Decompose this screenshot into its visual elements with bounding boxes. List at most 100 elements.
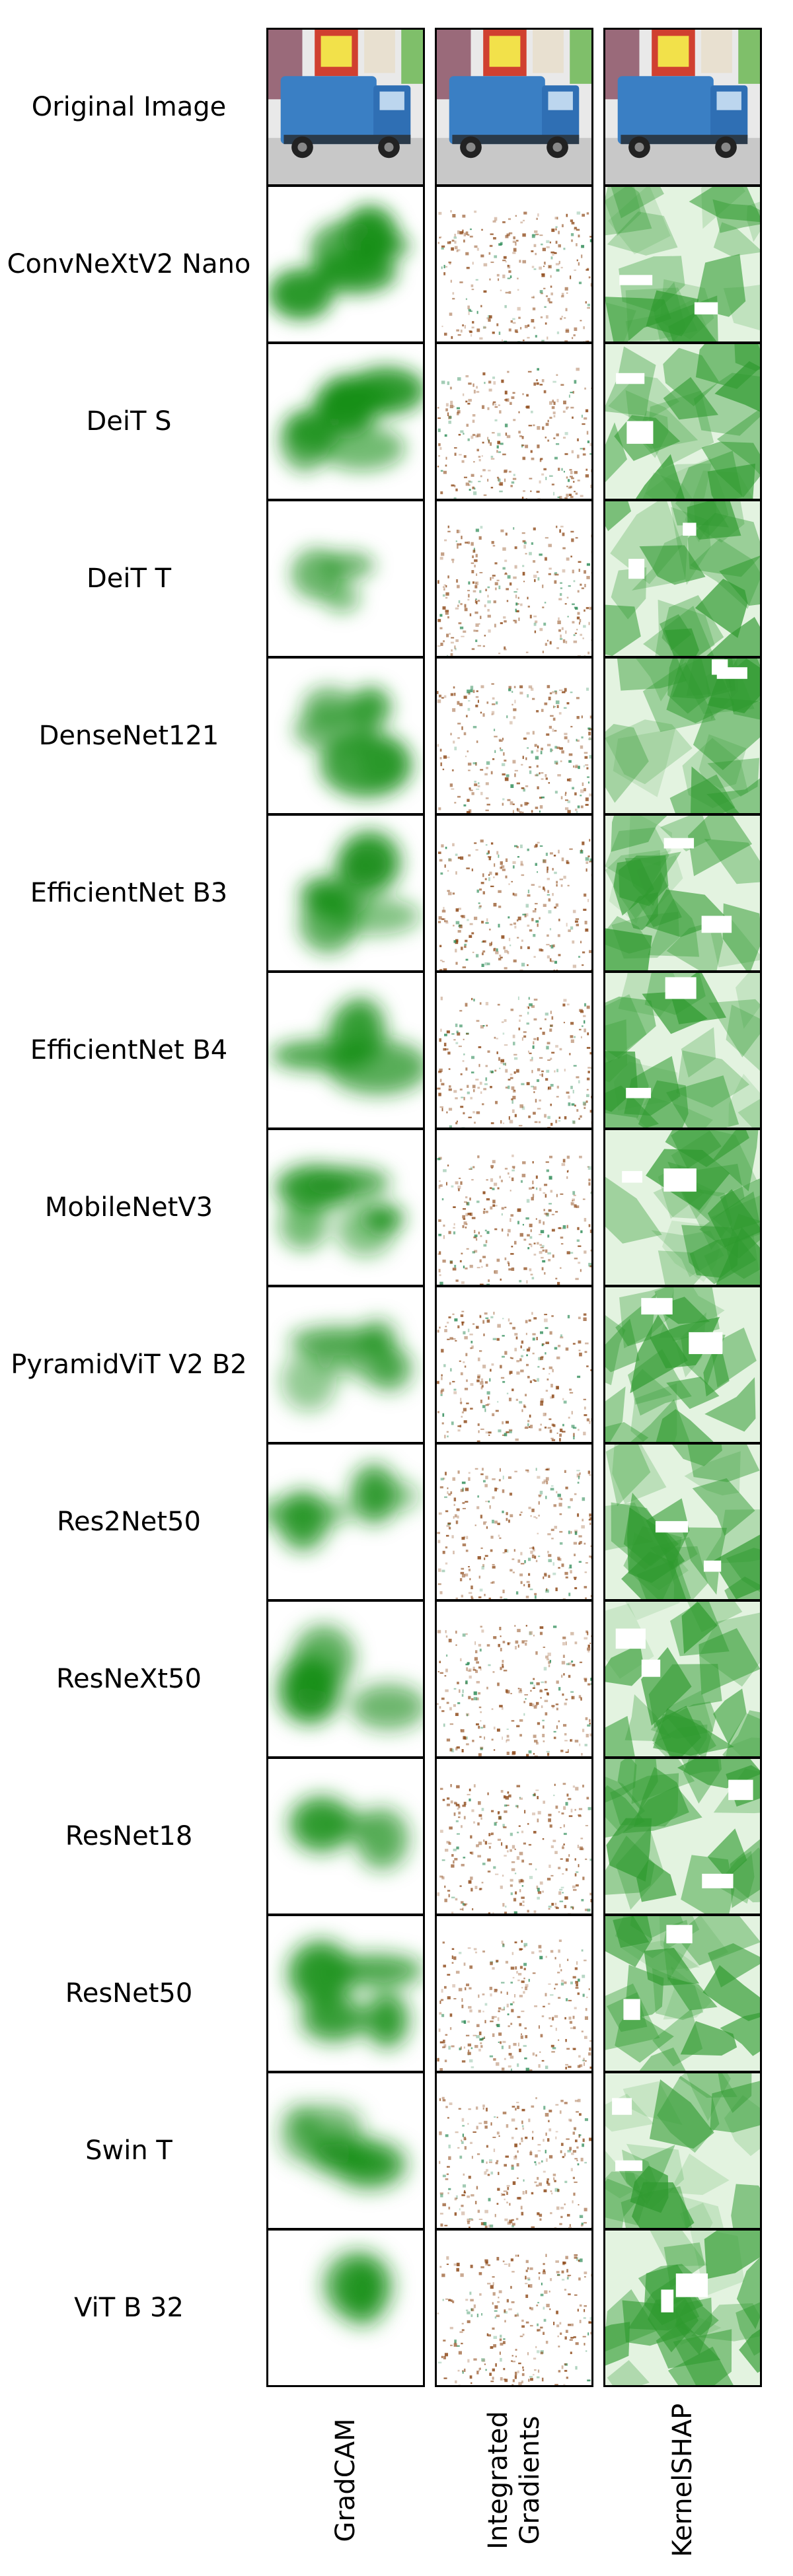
column-label: GradCAM [266,2391,425,2569]
gradcam-cell [266,2071,425,2230]
integrated-gradients-map [437,816,591,970]
garbage-truck-photo [437,30,591,184]
row-label: Res2Net50 [56,1507,201,1537]
kernelshap-map [605,973,760,1127]
gradcam-cell [266,1757,425,1915]
integrated-gradients-map [437,2073,591,2228]
gradcam-heatmap [268,2073,423,2228]
row-label: DenseNet121 [38,721,219,751]
integrated-gradients-map [437,973,591,1127]
integrated-gradients-cell [435,2071,593,2230]
gradcam-heatmap [268,187,423,341]
kernelshap-cell [603,2229,762,2387]
row-label: DeiT S [86,406,172,437]
gradcam-heatmap [268,1759,423,1914]
integrated-gradients-map [437,187,591,341]
kernelshap-cell [603,1914,762,2073]
integrated-gradients-cell [435,814,593,972]
row-label: ResNet18 [65,1821,193,1851]
integrated-gradients-map [437,2231,591,2385]
row-label: ResNet50 [65,1978,193,2009]
gradcam-heatmap [268,1916,423,2071]
gradcam-cell [266,814,425,972]
kernelshap-map [605,2073,760,2228]
original-image-cell [266,28,425,186]
gradcam-cell [266,2229,425,2387]
gradcam-cell [266,1443,425,1601]
gradcam-cell [266,971,425,1129]
row-label: PyramidViT V2 B2 [11,1349,247,1380]
gradcam-heatmap [268,816,423,970]
kernelshap-map [605,1445,760,1599]
gradcam-heatmap [268,973,423,1127]
row-label: Original Image [31,92,227,122]
row-label: MobileNetV3 [44,1192,213,1223]
row-label: ConvNeXtV2 Nano [7,249,251,279]
integrated-gradients-cell [435,1443,593,1601]
kernelshap-map [605,659,760,813]
kernelshap-cell [603,1600,762,1758]
integrated-gradients-map [437,659,591,813]
garbage-truck-photo [605,30,760,184]
kernelshap-cell [603,814,762,972]
row-label: ViT B 32 [74,2293,184,2323]
kernelshap-cell [603,1128,762,1287]
integrated-gradients-cell [435,1285,593,1444]
kernelshap-cell [603,1443,762,1601]
gradcam-heatmap [268,344,423,499]
column-label-line: Gradients [515,2415,545,2545]
row-label: EfficientNet B3 [30,878,228,908]
integrated-gradients-map [437,1916,591,2071]
kernelshap-cell [603,185,762,343]
gradcam-cell [266,1285,425,1444]
row-label: EfficientNet B4 [30,1035,228,1065]
integrated-gradients-cell [435,2229,593,2387]
kernelshap-map [605,1602,760,1756]
row-label: DeiT T [86,563,172,594]
kernelshap-cell [603,499,762,658]
gradcam-heatmap [268,1445,423,1599]
gradcam-cell [266,1600,425,1758]
integrated-gradients-cell [435,1600,593,1758]
integrated-gradients-map [437,1287,591,1442]
integrated-gradients-map [437,1445,591,1599]
kernelshap-map [605,1916,760,2071]
column-label: KernelSHAP [603,2391,762,2569]
integrated-gradients-map [437,1130,591,1285]
integrated-gradients-cell [435,499,593,658]
kernelshap-map [605,344,760,499]
original-image-cell [603,28,762,186]
kernelshap-cell [603,1285,762,1444]
kernelshap-map [605,1287,760,1442]
gradcam-heatmap [268,1602,423,1756]
row-label: ResNeXt50 [56,1664,202,1694]
row-label: Swin T [85,2135,172,2166]
kernelshap-map [605,1759,760,1914]
gradcam-heatmap [268,501,423,656]
gradcam-cell [266,1914,425,2073]
integrated-gradients-map [437,1759,591,1914]
integrated-gradients-cell [435,342,593,501]
integrated-gradients-map [437,344,591,499]
kernelshap-cell [603,1757,762,1915]
kernelshap-cell [603,971,762,1129]
kernelshap-cell [603,657,762,815]
kernelshap-cell [603,342,762,501]
gradcam-heatmap [268,1130,423,1285]
integrated-gradients-cell [435,1757,593,1915]
column-label-line: GradCAM [330,2418,361,2542]
gradcam-cell [266,657,425,815]
kernelshap-cell [603,2071,762,2230]
kernelshap-map [605,501,760,656]
integrated-gradients-cell [435,657,593,815]
integrated-gradients-cell [435,1914,593,2073]
integrated-gradients-cell [435,1128,593,1287]
integrated-gradients-map [437,1602,591,1756]
kernelshap-map [605,2231,760,2385]
gradcam-cell [266,342,425,501]
gradcam-heatmap [268,2231,423,2385]
column-label: Integrated Gradients [435,2391,593,2569]
integrated-gradients-cell [435,971,593,1129]
kernelshap-map [605,816,760,970]
